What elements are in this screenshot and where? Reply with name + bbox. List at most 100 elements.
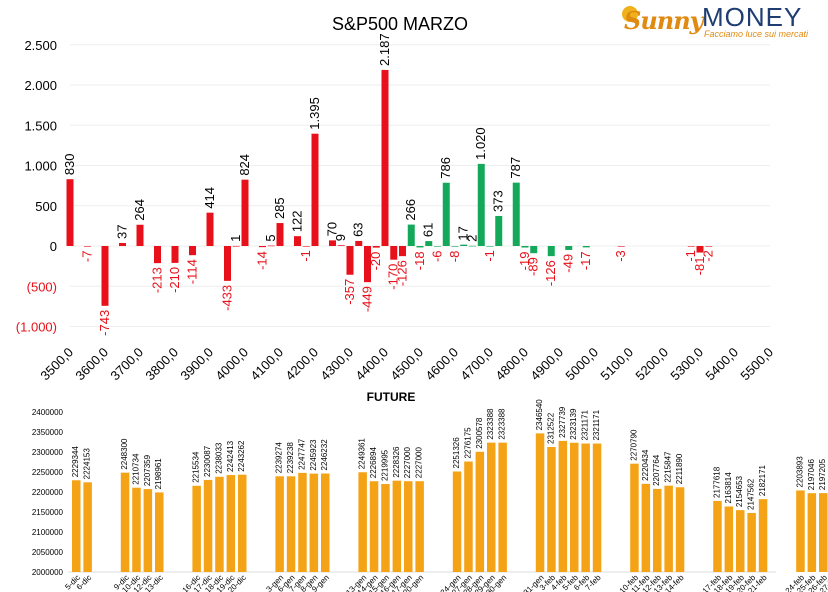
future-data-label: 2230087 (203, 445, 212, 477)
bar (390, 246, 398, 260)
data-label: 1.395 (307, 97, 322, 130)
bar (232, 245, 240, 247)
future-data-label: 2154653 (735, 475, 744, 507)
future-data-label: 2276175 (463, 427, 472, 459)
future-data-label: 2198961 (154, 458, 163, 490)
x-tick-label: 4900,0 (527, 345, 566, 384)
future-bar (558, 440, 568, 572)
bar (381, 69, 389, 246)
future-data-label: 2312522 (546, 412, 555, 444)
data-label: -213 (150, 267, 165, 293)
x-tick-label: 3900,0 (177, 345, 216, 384)
bar (547, 246, 555, 257)
data-label: 37 (115, 225, 130, 239)
future-bar (758, 499, 768, 572)
data-label: -114 (185, 259, 200, 284)
bar (364, 246, 371, 283)
bar (346, 246, 354, 275)
future-bar (404, 481, 413, 572)
data-label: 2.187 (377, 33, 392, 66)
bar (267, 245, 275, 247)
sun-logo-icon (622, 6, 638, 22)
data-label: -20 (368, 252, 383, 271)
bar (705, 246, 713, 247)
bar (416, 246, 424, 248)
data-label: -743 (97, 310, 112, 336)
bar (329, 240, 336, 246)
future-bar (487, 442, 496, 572)
future-bar (452, 471, 462, 572)
bar (530, 246, 538, 254)
future-bar (238, 474, 247, 572)
future-y-tick-label: 2100000 (32, 528, 64, 537)
data-label: 414 (202, 187, 217, 209)
future-bar (83, 482, 92, 572)
bar (512, 182, 520, 246)
future-bar (664, 485, 673, 572)
logo-brand-part2: MONEY (702, 2, 803, 32)
logo-brand-part1: Sunny (624, 6, 704, 35)
future-bar (392, 480, 402, 572)
future-bar (535, 433, 545, 572)
future-bar (215, 476, 224, 572)
x-tick-label: 4500,0 (387, 345, 426, 384)
data-label: 9 (333, 234, 348, 241)
bar (372, 246, 380, 248)
bar (451, 246, 459, 247)
x-tick-label: 3700,0 (107, 345, 146, 384)
bar (259, 246, 266, 248)
future-bar (653, 488, 662, 572)
future-data-label: 2238033 (214, 442, 223, 474)
future-bar (415, 481, 424, 572)
future-data-label: 2239274 (275, 442, 284, 474)
future-bar (298, 472, 307, 572)
future-y-tick-label: 2250000 (32, 468, 64, 477)
data-label: 786 (438, 157, 453, 179)
bar (687, 246, 695, 247)
bar (355, 240, 363, 246)
future-bar (155, 492, 164, 572)
future-bar (464, 461, 473, 572)
x-tick-label: 5400,0 (702, 345, 741, 384)
y-tick-label: 0 (50, 239, 57, 254)
bar (495, 215, 503, 246)
future-data-label: 2323139 (569, 408, 578, 440)
data-label: -210 (167, 267, 182, 293)
x-tick-label: 3600,0 (72, 345, 111, 384)
future-bar (581, 443, 590, 572)
future-bar (630, 463, 639, 572)
future-y-tick-label: 2300000 (32, 448, 64, 457)
x-tick-label: 4800,0 (492, 345, 531, 384)
x-tick-label: 4100,0 (247, 345, 286, 384)
x-tick-label: 3500,0 (37, 345, 76, 384)
data-label: 1 (228, 235, 243, 242)
data-label: -357 (342, 279, 357, 305)
future-data-label: 2177618 (712, 466, 721, 498)
future-data-label: 2215847 (664, 451, 673, 483)
bar (337, 245, 345, 246)
x-tick-label: 4300,0 (317, 345, 356, 384)
future-data-label: 2323388 (498, 408, 507, 440)
bar (224, 246, 231, 281)
data-label: -433 (220, 285, 235, 311)
future-bar (570, 442, 579, 572)
future-data-label: 2226894 (369, 447, 378, 479)
bar (696, 246, 704, 253)
future-data-label: 2227000 (415, 447, 424, 479)
future-data-label: 2346540 (535, 399, 544, 431)
future-bar (713, 500, 722, 572)
bar (276, 223, 284, 246)
future-bar (369, 481, 379, 572)
y-tick-label: (500) (27, 279, 57, 294)
x-tick-label: 5100,0 (597, 345, 636, 384)
future-data-label: 2220434 (641, 449, 650, 481)
data-label: 122 (290, 210, 305, 232)
bar (582, 246, 590, 248)
data-label: -449 (360, 286, 375, 312)
data-label: -126 (543, 260, 558, 286)
future-bar (192, 485, 201, 572)
x-tick-label: 4700,0 (457, 345, 496, 384)
bar (136, 224, 144, 246)
data-label: 787 (508, 157, 523, 179)
future-bar (132, 487, 141, 572)
